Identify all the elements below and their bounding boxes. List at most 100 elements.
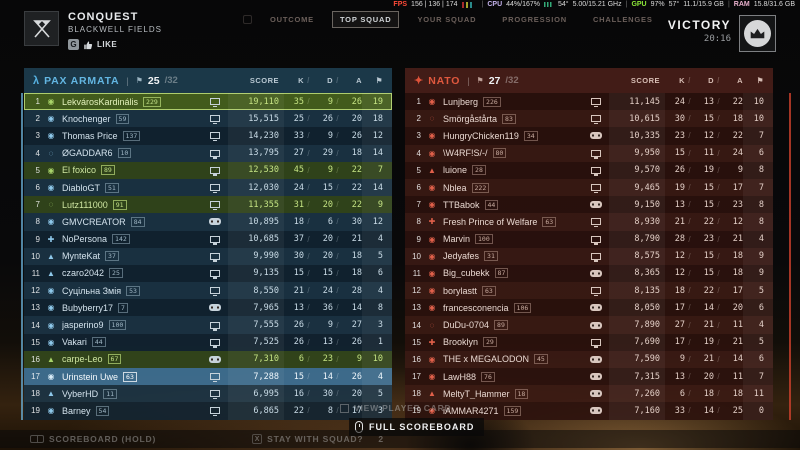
player-level-badge: 159 — [503, 405, 522, 416]
team-header: ✦ NATO | ⚑ 27 /32 SCORE K / D / A ⚑ — [405, 68, 773, 93]
table-row[interactable]: 12 ◉ Суцільна Змія 53 8,550 21 / 24 / 28… — [24, 282, 392, 300]
table-row[interactable]: 3 ◉ HungryChicken119 34 10,335 23 / 12 /… — [405, 127, 773, 145]
score-cell: 8,050 — [609, 299, 665, 317]
assists-cell: 22 — [351, 199, 362, 210]
deaths-cell: 15 — [322, 268, 333, 279]
pax-scroll-accent — [21, 93, 23, 420]
table-row[interactable]: 11 ◉ Big_cubekk 87 8,365 12 / 15 / 18 9 — [405, 264, 773, 283]
table-row[interactable]: 11 ▲ czaro2042 25 9,135 15 / 15 / 18 6 — [24, 264, 392, 283]
like-button[interactable]: G LIKE — [68, 39, 162, 50]
divider: / — [717, 303, 720, 313]
table-row[interactable]: 15 ✚ Brooklyn 29 7,690 17 / 19 / 21 5 — [405, 333, 773, 351]
player-level-badge: 222 — [471, 182, 490, 193]
kills-cell: 9 — [679, 354, 685, 365]
like-label: LIKE — [97, 40, 118, 49]
table-row[interactable]: 5 ◉ El foxico 89 12,530 45 / 9 / 22 7 — [24, 161, 392, 179]
table-row[interactable]: 3 ◉ Thomas Price 137 14,230 33 / 9 / 26 … — [24, 127, 392, 145]
player-level-badge: 89 — [494, 320, 508, 331]
player-name: NoPersona — [62, 234, 108, 245]
table-row[interactable]: 18 ▲ VyberHD 11 6,995 16 / 30 / 20 5 — [24, 385, 392, 403]
divider: / — [336, 217, 339, 227]
tab-top-squad[interactable]: TOP SQUAD — [331, 11, 400, 28]
table-row[interactable]: 7 ◉ TTBabok 44 9,150 13 / 15 / 23 8 — [405, 196, 773, 214]
scoreboard-hold-hint[interactable]: SCOREBOARD (HOLD) — [30, 434, 156, 444]
table-row[interactable]: 17 ◉ Urinstein Uwe 63 7,288 15 / 14 / 26… — [24, 368, 392, 386]
assists-cell: 20 — [351, 388, 362, 399]
table-row[interactable]: 19 ◉ iAMMAR4271 159 7,160 33 / 14 / 25 0 — [405, 402, 773, 420]
player-rank: 3 — [416, 131, 421, 141]
view-player-card-hint[interactable]: VIEW PLAYER CARD — [340, 403, 452, 413]
table-row[interactable]: 14 ◌ DuDu-0704 89 7,890 27 / 21 / 11 4 — [405, 316, 773, 334]
tab-progression[interactable]: PROGRESSION — [502, 15, 567, 24]
table-row[interactable]: 7 ◌ Lutz111000 91 11,355 31 / 20 / 22 9 — [24, 196, 392, 214]
platform-icon — [583, 269, 609, 277]
cpu-clock: 5.00/15.21 GHz — [572, 1, 622, 8]
table-row[interactable]: 6 ◉ DiabloGT 51 12,030 24 / 15 / 22 14 — [24, 178, 392, 197]
table-row[interactable]: 13 ◉ francesconencia 106 8,050 17 / 14 /… — [405, 299, 773, 317]
table-row[interactable]: 9 ◉ Marvin 100 8,790 28 / 23 / 21 4 — [405, 230, 773, 248]
kills-cell: 6 — [679, 388, 685, 399]
table-row[interactable]: 12 ◉ borylastt 63 8,135 18 / 22 / 17 5 — [405, 282, 773, 300]
stay-with-squad-hint[interactable]: X STAY WITH SQUAD? 2 — [252, 434, 383, 444]
divider: / — [307, 76, 310, 85]
player-name: carpe-Leo — [62, 354, 103, 365]
assists-cell: 9 — [356, 354, 362, 365]
player-name: Fresh Prince of Welfare — [443, 216, 538, 227]
player-name: luione — [443, 165, 468, 176]
platform-icon — [202, 252, 228, 262]
divider: / — [307, 406, 310, 416]
table-row[interactable]: 19 ◉ Barney 54 6,865 22 / 8 / 17 3 — [24, 402, 392, 420]
divider: / — [717, 337, 720, 347]
kills-cell: 33 — [674, 405, 685, 416]
table-row[interactable]: 10 ▲ MynteKat 37 9,990 30 / 20 / 18 5 — [24, 247, 392, 265]
divider: / — [336, 148, 339, 158]
score-cell: 10,335 — [609, 127, 665, 145]
table-row[interactable]: 16 ▲ carpe-Leo 67 7,310 6 / 23 / 9 10 — [24, 350, 392, 368]
divider: | — [126, 75, 129, 86]
table-row[interactable]: 17 ◉ LawH88 76 7,315 13 / 20 / 11 7 — [405, 368, 773, 386]
cpu-value: 44%/167% — [506, 1, 540, 8]
flags-cell: 7 — [743, 178, 773, 197]
table-row[interactable]: 4 ◉ \W4RF!S/-/ 80 9,950 15 / 11 / 24 6 — [405, 144, 773, 162]
match-time: 20:16 — [703, 34, 731, 44]
assists-cell: 26 — [351, 96, 362, 107]
class-icon: ✚ — [428, 337, 436, 347]
flags-cell: 9 — [743, 247, 773, 265]
player-name: Marvin — [443, 234, 471, 245]
tab-your-squad[interactable]: YOUR SQUAD — [417, 15, 477, 24]
player-name: Barney — [62, 405, 91, 416]
score-cell: 8,365 — [609, 264, 665, 283]
table-row[interactable]: 10 ◉ Jedyafes 31 8,575 12 / 15 / 18 9 — [405, 247, 773, 265]
flags-cell: 5 — [362, 385, 392, 403]
table-row[interactable]: 8 ✚ Fresh Prince of Welfare 63 8,930 21 … — [405, 213, 773, 231]
player-level-badge: 100 — [108, 320, 127, 331]
class-icon: ◉ — [47, 286, 55, 296]
table-row[interactable]: 13 ◉ Bubyberry17 7 7,965 13 / 36 / 14 8 — [24, 299, 392, 317]
performance-overlay: FPS 156 | 136 | 174 | CPU 44%/167% 54° 5… — [393, 1, 795, 8]
table-row[interactable]: 9 ✚ NoPersona 142 10,685 37 / 20 / 21 4 — [24, 230, 392, 248]
table-row[interactable]: 6 ◉ Nblea 222 9,465 19 / 15 / 17 7 — [405, 178, 773, 197]
table-row[interactable]: 1 ◉ Lunjberg 226 11,145 24 / 13 / 22 10 — [405, 93, 773, 111]
table-row[interactable]: 5 ▲ luione 28 9,570 26 / 19 / 9 8 — [405, 161, 773, 179]
column-kills: K — [679, 76, 685, 85]
table-row[interactable]: 8 ◉ GMVCREATOR 84 10,895 18 / 6 / 30 12 — [24, 213, 392, 231]
assists-cell: 22 — [732, 130, 743, 141]
tab-outcome[interactable]: OUTCOME — [270, 15, 314, 24]
class-icon: ◌ — [429, 114, 435, 124]
deaths-cell: 20 — [322, 199, 333, 210]
table-row[interactable]: 16 ◉ THE x MEGALODON 45 7,590 9 / 21 / 1… — [405, 350, 773, 368]
table-row[interactable]: 2 ◉ Knochenger 59 15,515 25 / 26 / 20 18 — [24, 110, 392, 128]
table-row[interactable]: 4 ◌ ØGADDAR6 10 13,795 27 / 29 / 18 14 — [24, 144, 392, 162]
class-icon: ◉ — [428, 97, 436, 107]
tab-challenges[interactable]: CHALLENGES — [592, 15, 653, 24]
player-name: ØGADDAR6 — [62, 148, 113, 159]
divider: / — [336, 354, 339, 364]
table-row[interactable]: 15 ◉ Vakari 44 7,525 26 / 13 / 26 1 — [24, 333, 392, 351]
table-row[interactable]: 18 ▲ MeltyT_Hammer 18 7,260 6 / 18 / 18 … — [405, 385, 773, 403]
table-row[interactable]: 14 ◉ jasperino9 100 7,555 26 / 9 / 27 3 — [24, 316, 392, 334]
table-row[interactable]: 1 ◉ LekvárosKardinális 229 19,110 35 / 9… — [24, 93, 392, 111]
flags-cell: 10 — [743, 93, 773, 111]
kills-cell: 26 — [293, 320, 304, 331]
table-row[interactable]: 2 ◌ Smörgåstårta 83 10,615 30 / 15 / 18 … — [405, 110, 773, 128]
